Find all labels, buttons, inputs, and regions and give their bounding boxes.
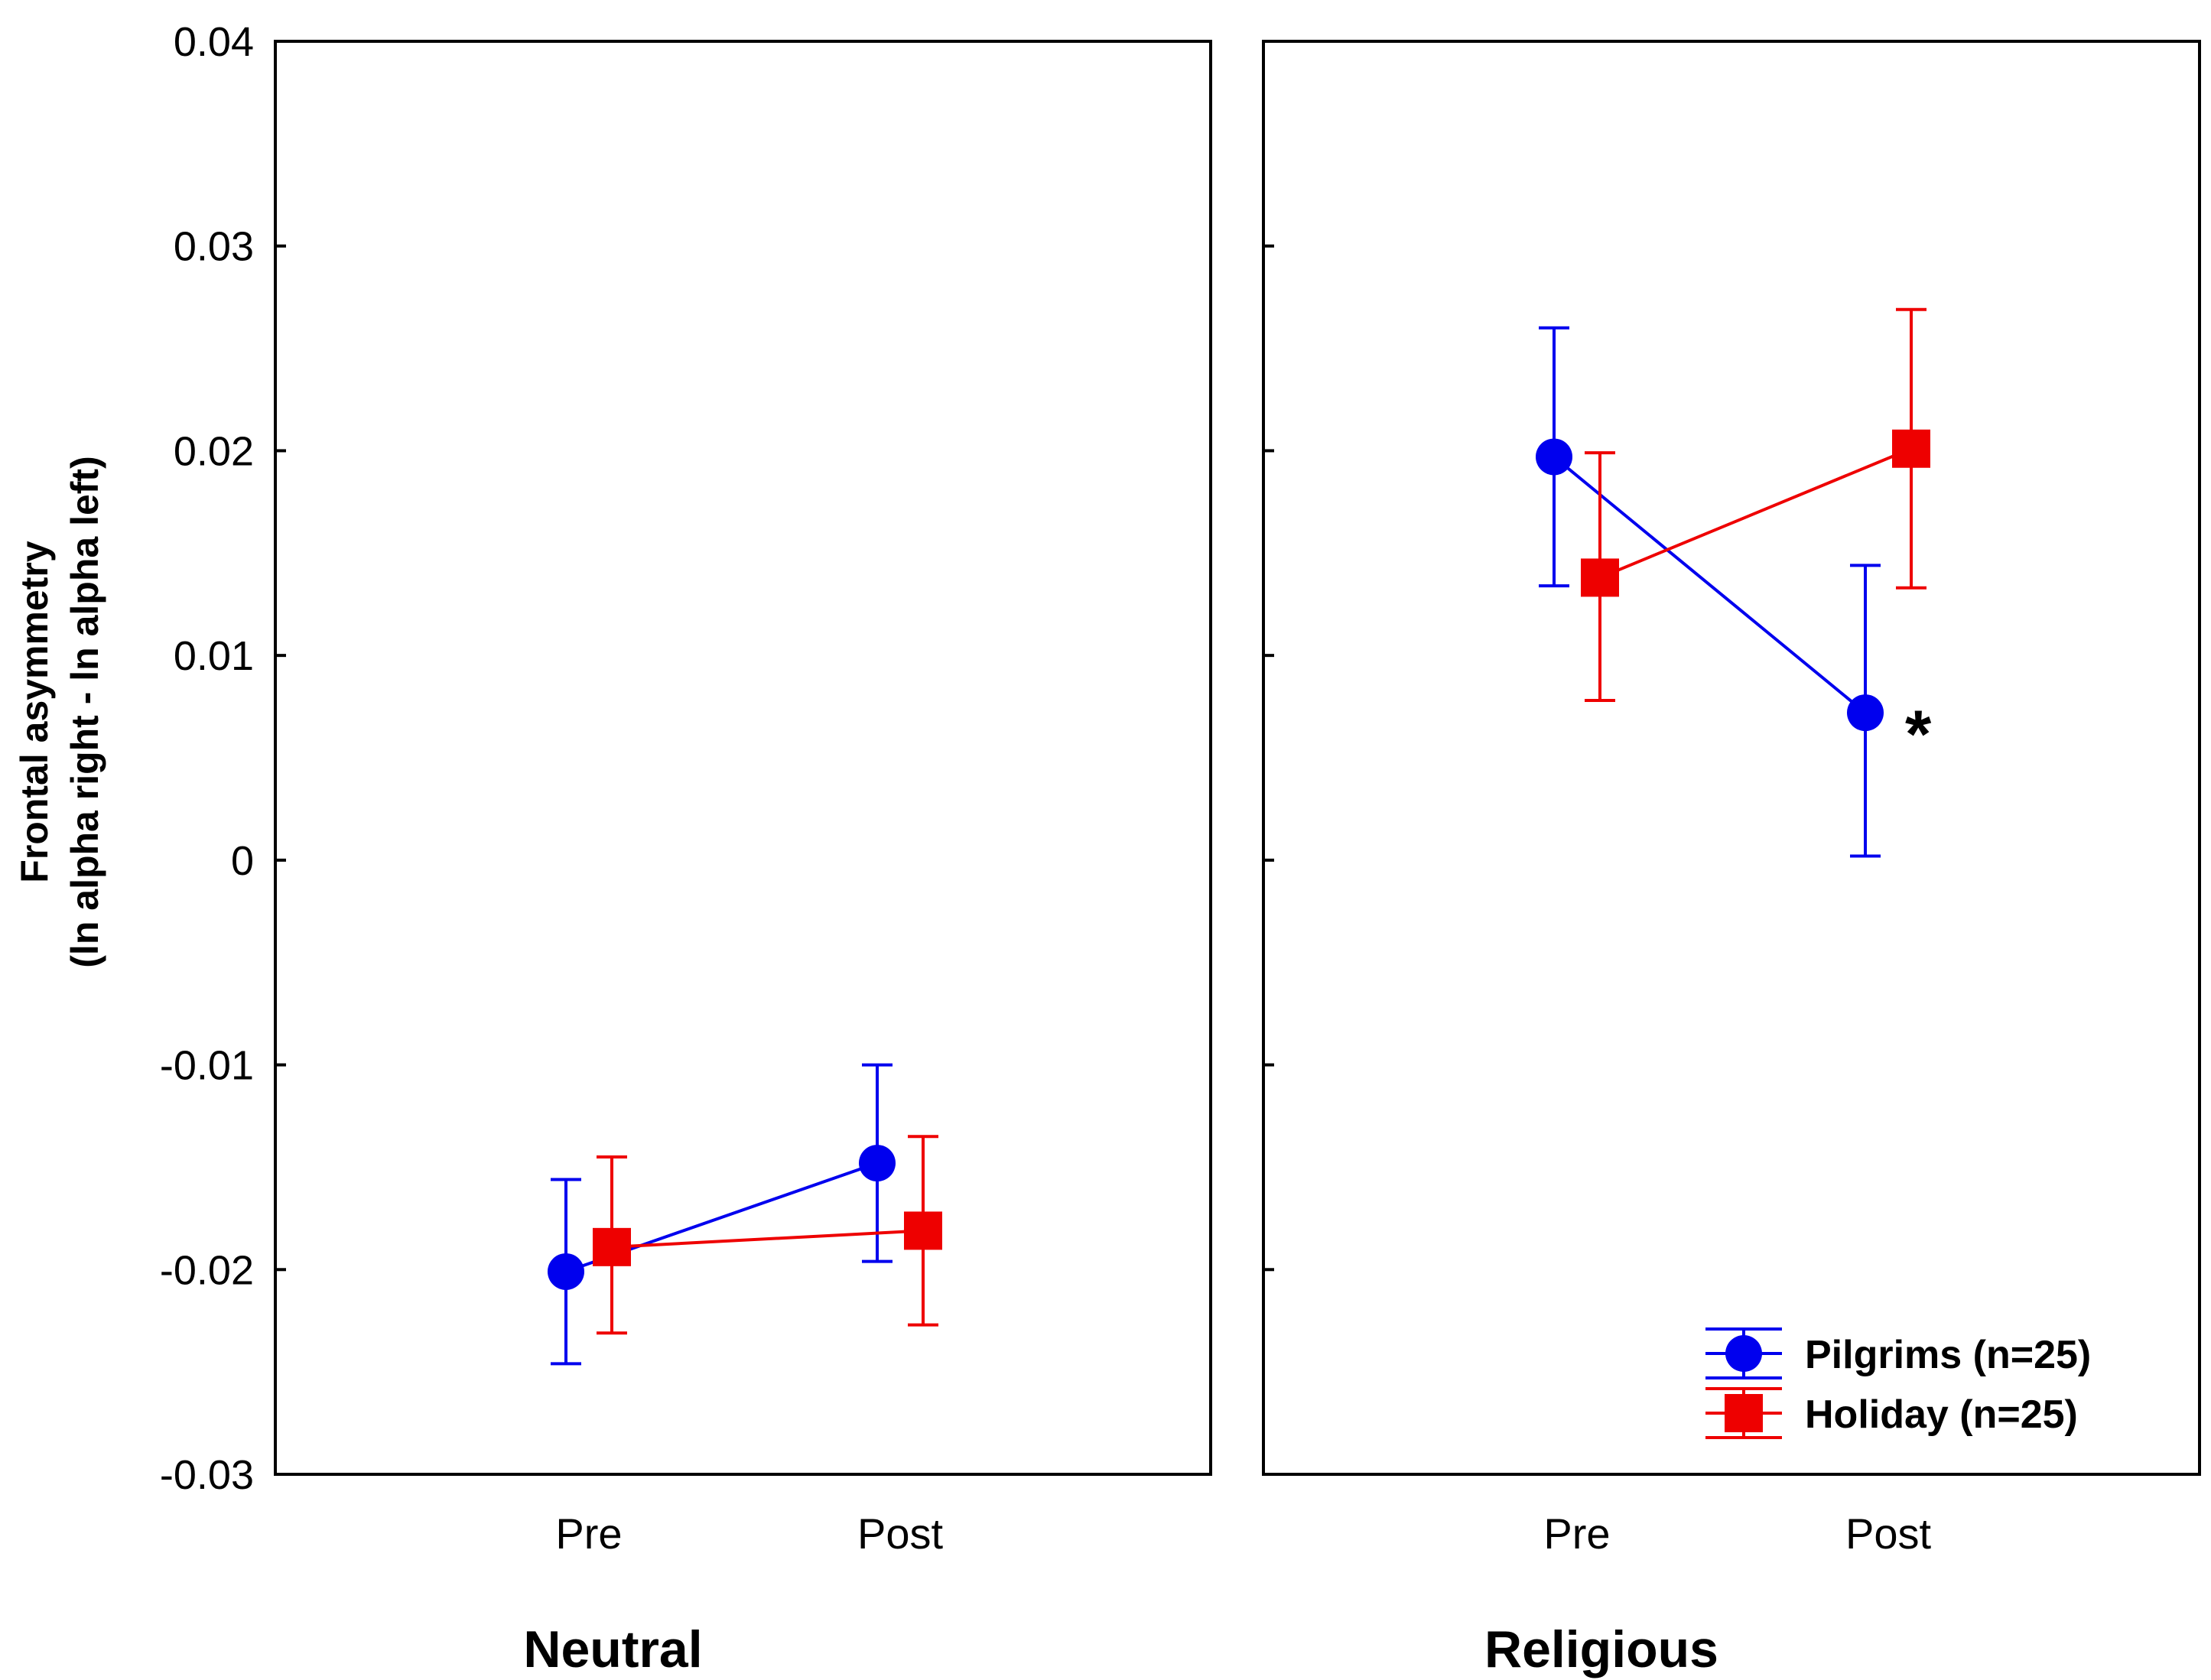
x-tick-label-pre: Pre <box>1543 1509 1610 1558</box>
panel-frame <box>274 40 1212 1476</box>
x-tick-label-post: Post <box>857 1509 943 1558</box>
series-pilgrims-religious <box>1536 326 1884 858</box>
series-line <box>1553 455 1867 714</box>
y-tick-label: 0.02 <box>174 428 254 474</box>
legend-item-pilgrims: Pilgrims (n=25) <box>1705 1327 2091 1379</box>
data-point-post <box>859 1145 896 1182</box>
y-tick-label: 0.01 <box>174 633 254 679</box>
legend-label: Holiday (n=25) <box>1805 1392 2078 1437</box>
legend-marker-circle <box>1725 1335 1762 1372</box>
data-point-pre <box>1536 438 1572 476</box>
legend-label: Pilgrims (n=25) <box>1805 1333 2091 1377</box>
y-tick-label: 0.03 <box>174 224 254 270</box>
data-point-post <box>1892 429 1930 468</box>
data-point-pre <box>1581 558 1619 597</box>
data-point-pre <box>593 1227 631 1266</box>
y-axis-title-line1: Frontal asymmetry <box>13 541 56 883</box>
legend: Pilgrims (n=25) Holiday (n=25) <box>1705 1327 2091 1439</box>
axes-layer: Frontal asymmetry (ln alpha right - ln al… <box>13 19 2201 1678</box>
panel-frame <box>1262 40 2201 1476</box>
series-holiday-religious <box>1581 307 1930 703</box>
legend-item-holiday: Holiday (n=25) <box>1705 1387 2078 1439</box>
panel-title-neutral: Neutral <box>523 1620 702 1678</box>
series-holiday-neutral <box>593 1135 942 1335</box>
y-axis-title-line2: (ln alpha right - ln alpha left) <box>63 456 106 967</box>
significance-asterisk: * <box>1905 696 1932 772</box>
data-layer: * <box>548 307 1932 1366</box>
panel-religious: Pre Post Religious <box>1262 40 2201 1678</box>
panel-title-religious: Religious <box>1484 1620 1718 1678</box>
series-pilgrims-neutral <box>548 1063 896 1366</box>
x-tick-label-pre: Pre <box>555 1509 622 1558</box>
y-tick-label: -0.01 <box>160 1043 254 1089</box>
series-line <box>611 1229 924 1249</box>
data-point-post <box>904 1211 942 1250</box>
data-point-post <box>1847 694 1884 732</box>
data-point-pre <box>548 1253 584 1290</box>
legend-marker-square <box>1725 1394 1763 1432</box>
y-tick-label: 0 <box>231 838 254 884</box>
y-tick-label: 0.04 <box>174 19 254 65</box>
panel-neutral: -0.03 -0.02 -0.01 0 0.01 0.02 0.03 0.04 Pre Post N… <box>160 19 1212 1678</box>
y-tick-label: -0.03 <box>160 1452 254 1498</box>
x-tick-label-post: Post <box>1845 1509 1931 1558</box>
series-line <box>1599 447 1912 580</box>
y-tick-label: -0.02 <box>160 1247 254 1293</box>
